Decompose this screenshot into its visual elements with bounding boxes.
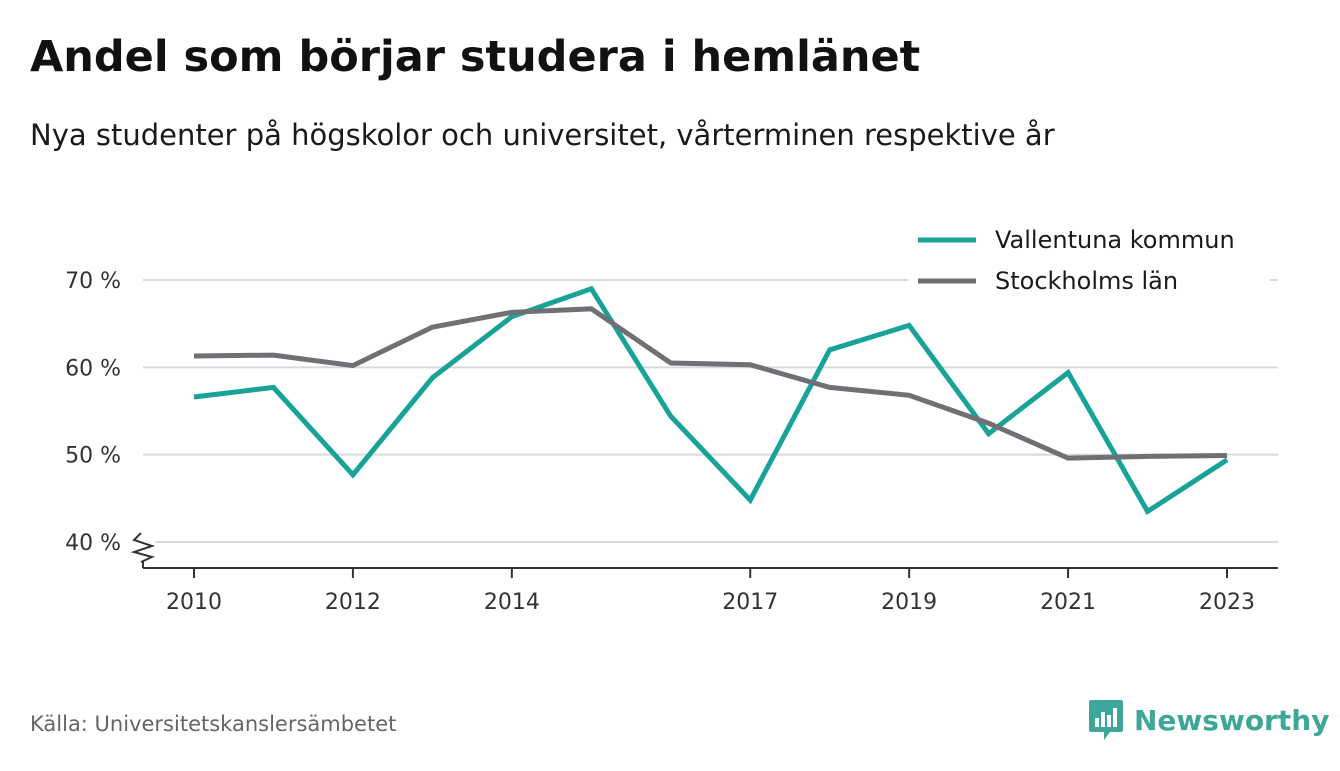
source-note: Källa: Universitetskanslersämbetet: [30, 712, 397, 736]
y-tick-label: 50 %: [65, 444, 121, 469]
y-tick-label: 40 %: [65, 531, 121, 556]
gridlines: [143, 279, 1278, 543]
chart-title: Andel som börjar studera i hemlänet: [30, 32, 921, 82]
x-tick-label: 2014: [484, 590, 540, 615]
series-lines: [193, 285, 1229, 515]
x-tick-label: 2019: [881, 590, 937, 615]
x-tick-label: 2021: [1040, 590, 1096, 615]
x-tick-label: 2017: [722, 590, 778, 615]
axes: 40 % 50 % 60 % 70 % 2010 2012 2014 2017 2019 2021…: [65, 269, 1278, 615]
brand-logo[interactable]: Newsworthy: [1088, 698, 1329, 742]
chart-subtitle: Nya studenter på högskolor och universit…: [30, 118, 1055, 152]
newsworthy-chart-badge-icon: [1089, 700, 1123, 740]
legend-label: Stockholms län: [995, 267, 1178, 295]
x-tick-label: 2010: [166, 590, 222, 615]
line-chart: 40 % 50 % 60 % 70 % 2010 2012 2014 2017 2019 2021…: [65, 226, 1278, 615]
legend-label: Vallentuna kommun: [995, 226, 1235, 254]
series-line-stockholm: [193, 306, 1228, 461]
legend: Vallentuna kommun Stockholms län: [908, 226, 1270, 298]
y-tick-label: 70 %: [65, 269, 121, 294]
x-tick-label: 2012: [325, 590, 381, 615]
series-line-vallentuna: [193, 285, 1229, 515]
y-tick-label: 60 %: [65, 356, 121, 381]
zigzag-axis-break-icon: [130, 532, 156, 563]
brand-name: Newsworthy: [1134, 703, 1330, 737]
x-tick-label: 2023: [1199, 590, 1255, 615]
